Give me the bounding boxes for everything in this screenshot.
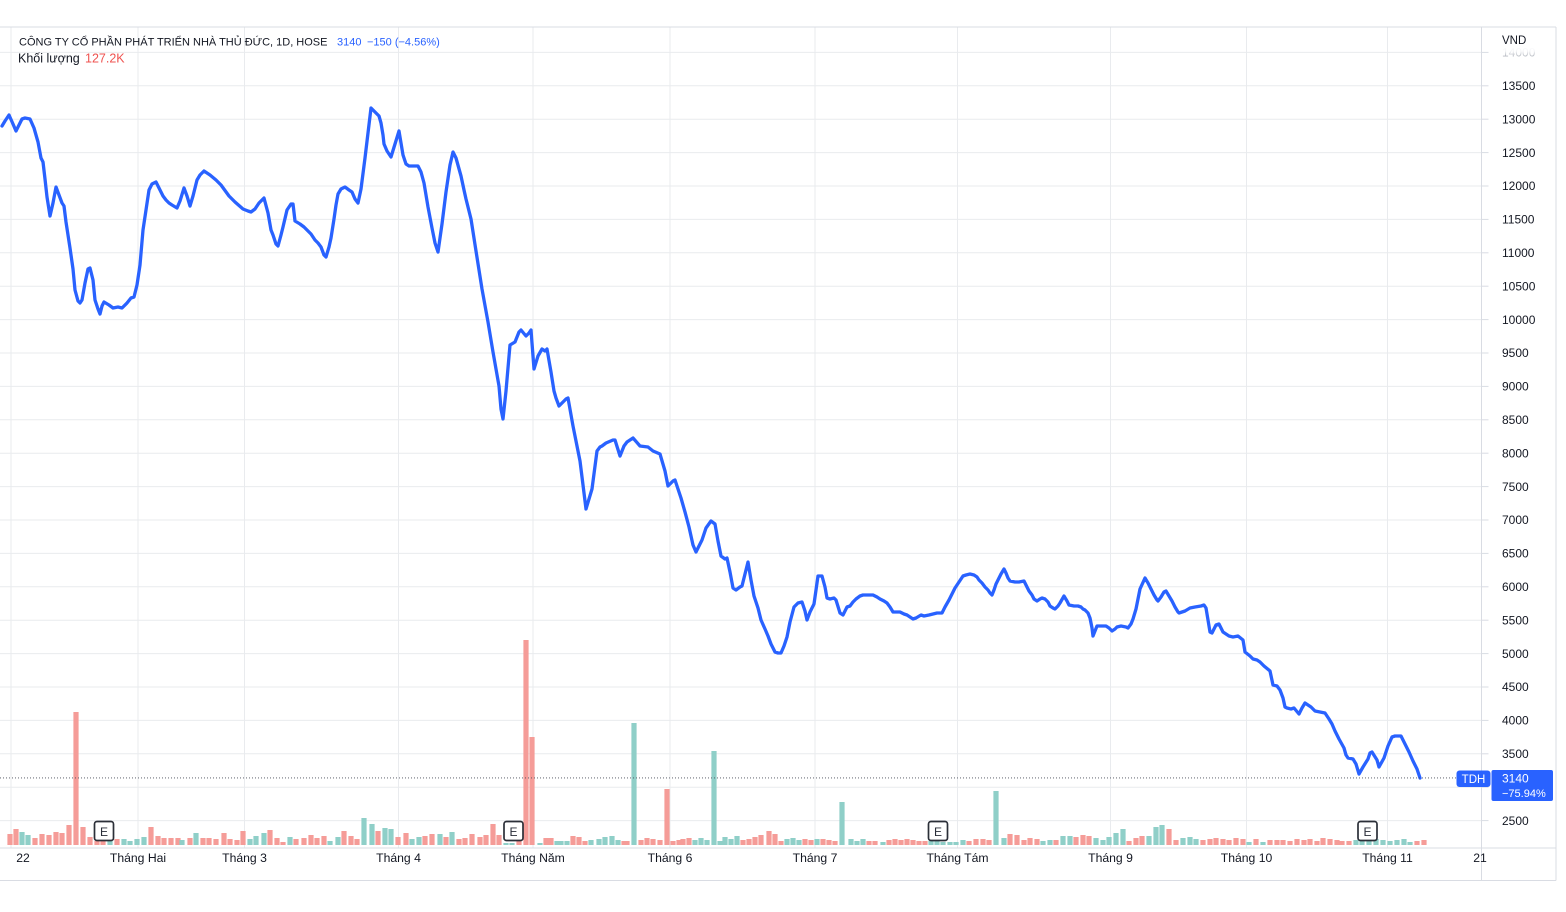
svg-text:11000: 11000 bbox=[1502, 246, 1535, 260]
svg-text:E: E bbox=[100, 825, 108, 839]
svg-text:3140: 3140 bbox=[1502, 772, 1529, 786]
svg-text:127.2K: 127.2K bbox=[85, 52, 125, 66]
svg-text:6500: 6500 bbox=[1502, 547, 1529, 561]
svg-text:VND: VND bbox=[1502, 35, 1526, 47]
svg-text:12500: 12500 bbox=[1502, 146, 1536, 160]
svg-text:Tháng 11: Tháng 11 bbox=[1362, 851, 1413, 865]
svg-text:Tháng 4: Tháng 4 bbox=[376, 851, 421, 865]
svg-text:E: E bbox=[934, 825, 942, 839]
svg-text:8500: 8500 bbox=[1502, 413, 1529, 427]
svg-text:3140: 3140 bbox=[337, 37, 361, 49]
svg-text:21: 21 bbox=[1473, 851, 1487, 865]
svg-text:11500: 11500 bbox=[1502, 213, 1535, 227]
svg-text:4500: 4500 bbox=[1502, 680, 1529, 694]
svg-text:7500: 7500 bbox=[1502, 480, 1529, 494]
svg-text:Tháng 3: Tháng 3 bbox=[222, 851, 267, 865]
svg-text:22: 22 bbox=[16, 851, 30, 865]
svg-text:3500: 3500 bbox=[1502, 747, 1529, 761]
svg-text:7000: 7000 bbox=[1502, 513, 1529, 527]
svg-text:CÔNG TY CỔ PHẦN PHÁT TRIỂN NHÀ: CÔNG TY CỔ PHẦN PHÁT TRIỂN NHÀ THỦ ĐỨC, … bbox=[19, 36, 327, 49]
svg-text:13000: 13000 bbox=[1502, 112, 1536, 126]
svg-text:E: E bbox=[509, 825, 517, 839]
svg-text:5500: 5500 bbox=[1502, 613, 1529, 627]
svg-text:Tháng Hai: Tháng Hai bbox=[110, 851, 166, 865]
svg-text:Tháng 6: Tháng 6 bbox=[648, 851, 693, 865]
svg-text:5000: 5000 bbox=[1502, 647, 1529, 661]
svg-text:4000: 4000 bbox=[1502, 714, 1529, 728]
svg-text:9000: 9000 bbox=[1502, 380, 1529, 394]
svg-text:Khối lượng: Khối lượng bbox=[18, 52, 80, 66]
svg-text:13500: 13500 bbox=[1502, 79, 1536, 93]
svg-text:6000: 6000 bbox=[1502, 580, 1529, 594]
svg-text:10500: 10500 bbox=[1502, 279, 1536, 293]
svg-text:−75.94%: −75.94% bbox=[1502, 788, 1546, 800]
svg-text:12000: 12000 bbox=[1502, 179, 1536, 193]
svg-text:−150 (−4.56%): −150 (−4.56%) bbox=[367, 37, 440, 49]
svg-text:Tháng Năm: Tháng Năm bbox=[501, 851, 565, 865]
svg-text:Tháng 10: Tháng 10 bbox=[1221, 851, 1273, 865]
svg-text:TDH: TDH bbox=[1462, 774, 1486, 786]
svg-text:Tháng 9: Tháng 9 bbox=[1088, 851, 1133, 865]
svg-text:10000: 10000 bbox=[1502, 313, 1536, 327]
svg-text:Tháng Tám: Tháng Tám bbox=[926, 851, 988, 865]
svg-text:2500: 2500 bbox=[1502, 814, 1529, 828]
svg-text:E: E bbox=[1363, 825, 1371, 839]
svg-text:8000: 8000 bbox=[1502, 446, 1529, 460]
svg-text:9500: 9500 bbox=[1502, 346, 1529, 360]
svg-text:Tháng 7: Tháng 7 bbox=[793, 851, 838, 865]
svg-text:14000: 14000 bbox=[1502, 46, 1536, 60]
